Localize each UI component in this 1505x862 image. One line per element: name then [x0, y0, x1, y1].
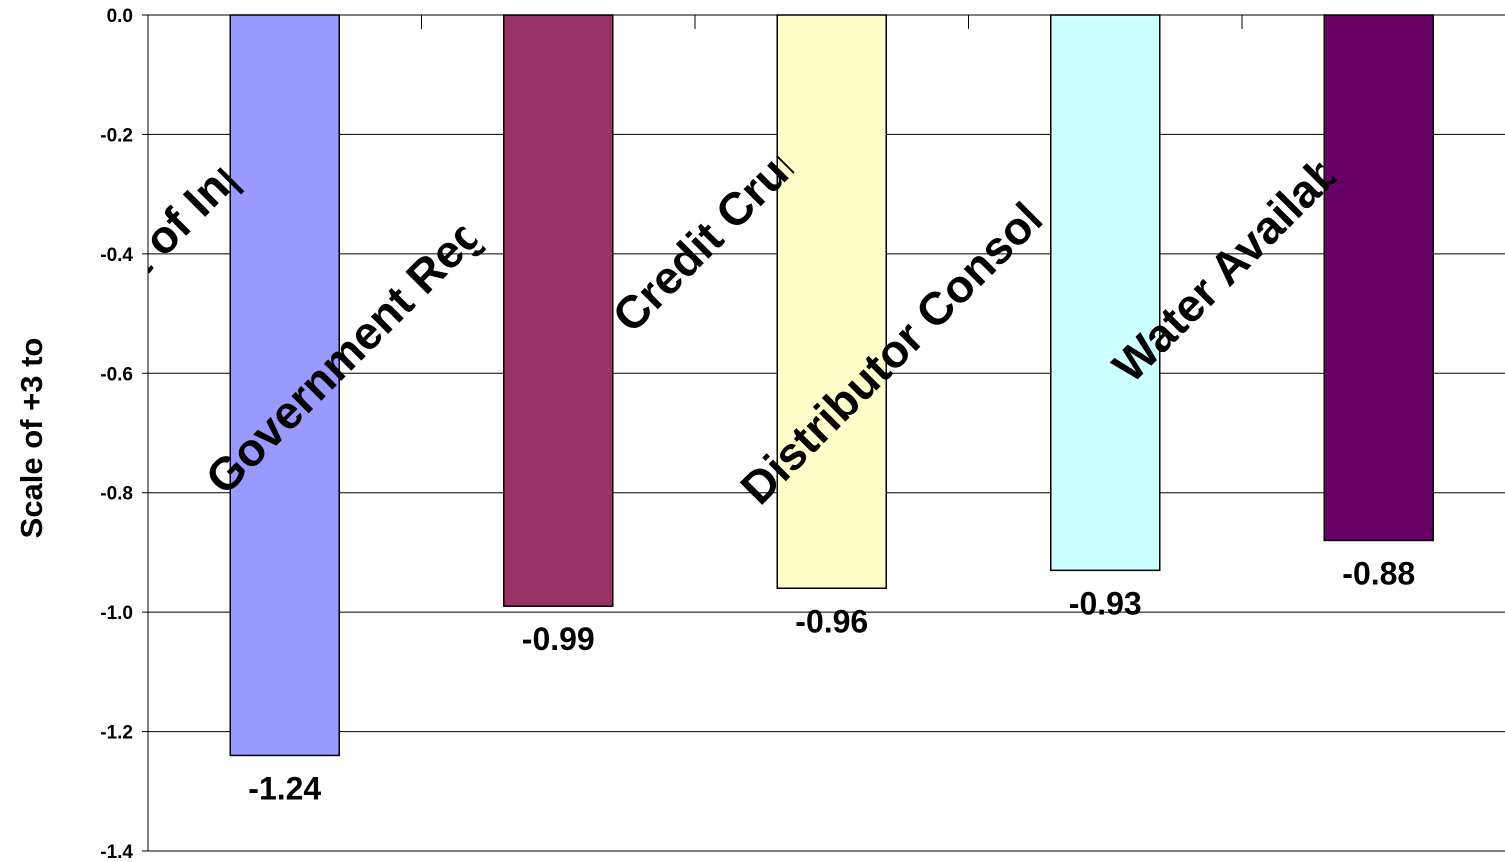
y-tick-label: -1.4 [100, 842, 133, 862]
y-axis-title: Scale of +3 to [14, 338, 49, 539]
bar [229, 14, 340, 757]
bar [503, 14, 614, 607]
data-label: -1.24 [248, 770, 321, 806]
y-tick-label: -0.2 [100, 125, 133, 146]
bars [229, 14, 1434, 757]
y-tick-label: -1.2 [100, 723, 133, 744]
bar [1323, 14, 1434, 542]
y-tick-labels: 0.0 -0.2 -0.4 -0.6 -0.8 -1.0 -1.2 -1.4 [100, 6, 133, 862]
data-label: -0.88 [1342, 555, 1415, 591]
y-tick-label: 0.0 [107, 6, 133, 27]
data-label: -0.96 [795, 603, 868, 639]
y-tick-label: -0.8 [100, 484, 133, 505]
bar [776, 14, 887, 590]
data-label: -0.93 [1069, 585, 1142, 621]
value-labels: -1.24 -0.99 -0.96 -0.93 -0.88 [248, 555, 1415, 806]
data-label: -0.99 [522, 621, 595, 657]
bar [1050, 14, 1161, 572]
axes [142, 14, 1243, 852]
y-tick-label: -0.6 [100, 364, 133, 385]
y-tick-label: -1.0 [100, 603, 133, 624]
y-tick-label: -0.4 [100, 245, 133, 266]
